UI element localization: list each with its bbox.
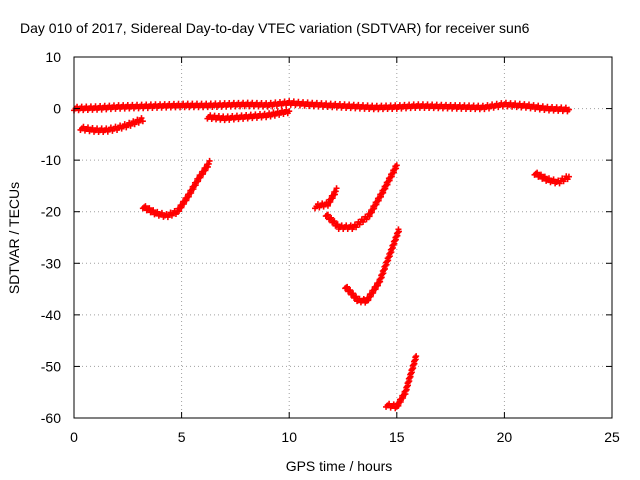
data-point [550,176,557,183]
y-tick-label: -10 [41,152,61,168]
data-point [204,163,211,170]
data-point [142,203,149,210]
series-0 [71,98,572,115]
data-point [565,106,572,113]
data-point [199,171,206,178]
series-7 [383,353,420,412]
x-tick-label: 10 [281,429,297,445]
plot-frame [73,56,613,419]
data-point [541,173,548,180]
data-point [534,169,541,176]
data-point [180,200,187,207]
series-8 [531,169,572,187]
data-point [350,290,357,297]
data-point [158,209,165,216]
data-point [112,123,119,130]
data-point [393,162,400,169]
data-point [395,228,402,235]
data-point [178,204,185,211]
data-point [146,205,153,212]
series-3 [139,157,213,221]
x-tick-label: 15 [389,429,405,445]
data-point [206,157,213,164]
data-point [367,293,374,300]
x-tick-label: 0 [70,429,78,445]
data-point [150,207,157,214]
y-tick-label: -20 [41,204,61,220]
data-point [562,104,569,111]
data-point [365,297,372,304]
y-tick-label: -50 [41,358,61,374]
series-5 [322,162,400,232]
data-point [328,214,335,221]
data-point [139,118,146,125]
data-point [333,185,340,192]
data-point [374,282,381,289]
data-point [353,293,360,300]
series-2 [204,106,293,124]
data-point [103,125,110,132]
data-point [545,175,552,182]
y-tick-label: 10 [45,49,61,65]
y-tick-label: 0 [53,101,61,117]
data-point [413,353,420,360]
data-point [324,211,331,218]
chart-title: Day 010 of 2017, Sidereal Day-to-day VTE… [20,20,530,36]
data-point [202,167,209,174]
data-point [117,122,124,129]
data-point [121,121,128,128]
data-point [331,218,338,225]
data-point [183,197,190,204]
data-point [107,124,114,131]
data-point [372,286,379,293]
axis-ticks: 0 5 10 15 20 25 -60 -50 -40 -30 -20 -10 0 10 [41,49,620,445]
data-point [537,171,544,178]
y-axis-label: SDTVAR / TECUs [6,182,22,294]
grid [74,57,612,418]
y-tick-label: -30 [41,255,61,271]
data-point [347,222,354,229]
data-point [197,174,204,181]
x-tick-label: 25 [604,429,620,445]
data-point [286,108,293,115]
data-point [138,115,145,122]
data-point [347,287,354,294]
data-series [71,98,572,412]
series-1 [77,115,146,136]
data-point [344,283,351,290]
data-point [205,160,212,167]
data-point [370,289,377,296]
data-point [390,401,397,408]
series-4 [312,185,340,212]
x-axis-label: GPS time / hours [286,458,393,474]
x-tick-label: 20 [497,429,513,445]
data-point [565,173,572,180]
data-point [175,208,182,215]
y-tick-label: -40 [41,307,61,323]
y-tick-label: -60 [41,410,61,426]
x-tick-label: 5 [178,429,186,445]
data-point [154,208,161,215]
series-6 [342,226,402,306]
